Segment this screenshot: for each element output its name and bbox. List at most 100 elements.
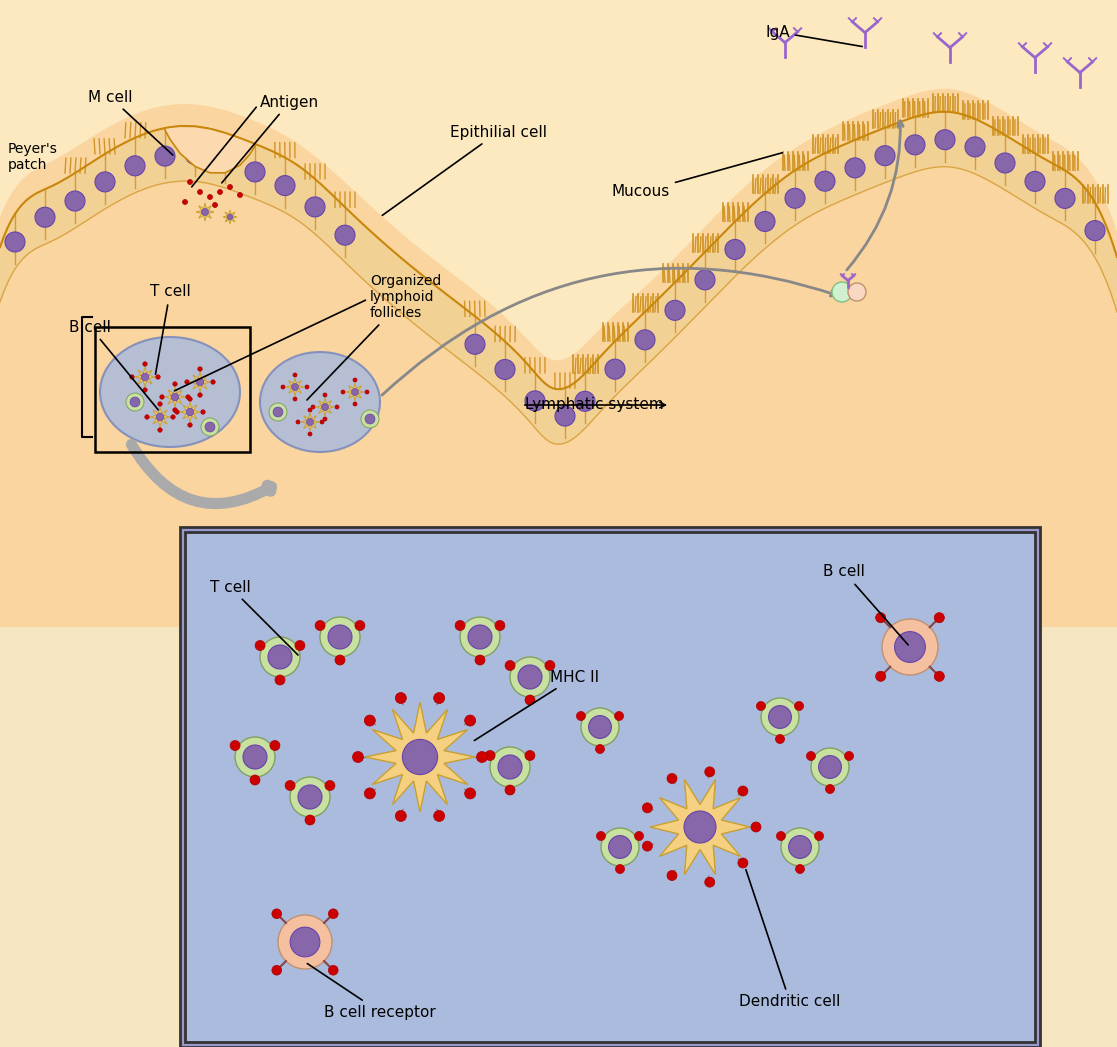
Polygon shape (180, 402, 200, 422)
Circle shape (667, 870, 677, 881)
Circle shape (495, 621, 505, 630)
Circle shape (125, 156, 145, 176)
Circle shape (308, 432, 312, 436)
Circle shape (156, 414, 164, 421)
Circle shape (182, 200, 188, 204)
Circle shape (844, 752, 853, 760)
Circle shape (581, 708, 619, 747)
Circle shape (311, 405, 315, 409)
Circle shape (188, 179, 192, 184)
Polygon shape (650, 779, 750, 874)
Circle shape (844, 158, 865, 178)
Text: MHC II: MHC II (475, 669, 599, 740)
Circle shape (218, 190, 222, 195)
Circle shape (365, 414, 375, 424)
Circle shape (495, 359, 515, 379)
Circle shape (201, 418, 219, 436)
Ellipse shape (260, 352, 380, 452)
Circle shape (576, 712, 585, 720)
Circle shape (1085, 221, 1105, 241)
Circle shape (35, 207, 55, 227)
Circle shape (308, 408, 312, 413)
Circle shape (761, 698, 799, 736)
Circle shape (876, 612, 886, 623)
Circle shape (477, 752, 487, 762)
Polygon shape (346, 383, 364, 401)
Circle shape (198, 190, 202, 195)
Circle shape (811, 748, 849, 786)
Circle shape (315, 621, 325, 630)
Circle shape (905, 135, 925, 155)
Circle shape (328, 909, 338, 918)
Circle shape (785, 188, 805, 208)
Circle shape (605, 359, 626, 379)
Circle shape (825, 784, 834, 794)
Circle shape (756, 701, 765, 711)
Circle shape (250, 775, 260, 785)
Circle shape (475, 655, 485, 665)
Circle shape (245, 162, 265, 182)
Text: Organized
lymphoid
follicles: Organized lymphoid follicles (307, 274, 441, 400)
Circle shape (269, 403, 287, 421)
Circle shape (1025, 172, 1046, 192)
Circle shape (355, 621, 365, 630)
Circle shape (934, 671, 944, 682)
Circle shape (171, 394, 179, 401)
Circle shape (361, 410, 379, 428)
Circle shape (545, 661, 555, 670)
Circle shape (364, 715, 375, 726)
Circle shape (667, 774, 677, 783)
Circle shape (260, 637, 300, 677)
Circle shape (510, 658, 550, 697)
Circle shape (273, 407, 283, 417)
Circle shape (328, 965, 338, 975)
Circle shape (244, 745, 267, 768)
Circle shape (634, 831, 643, 841)
Text: B cell: B cell (823, 564, 908, 645)
Circle shape (490, 747, 529, 787)
Circle shape (278, 915, 332, 970)
Polygon shape (165, 127, 255, 173)
Circle shape (4, 232, 25, 252)
Circle shape (395, 692, 407, 704)
Circle shape (505, 785, 515, 795)
Circle shape (455, 621, 465, 630)
Circle shape (160, 395, 164, 399)
Circle shape (596, 831, 605, 841)
Text: Antigen: Antigen (222, 94, 319, 183)
Circle shape (882, 619, 938, 675)
Circle shape (525, 695, 535, 705)
Circle shape (875, 146, 895, 165)
Circle shape (498, 755, 522, 779)
Circle shape (353, 378, 357, 382)
Circle shape (505, 661, 515, 670)
Circle shape (238, 193, 242, 198)
Circle shape (781, 828, 819, 866)
Circle shape (198, 366, 202, 372)
Circle shape (184, 380, 189, 384)
Circle shape (305, 197, 325, 217)
Circle shape (281, 385, 285, 389)
Circle shape (293, 373, 297, 377)
Polygon shape (195, 203, 214, 221)
Circle shape (95, 172, 115, 192)
Circle shape (206, 422, 214, 432)
Circle shape (306, 419, 314, 425)
Bar (0, 497, 1117, 1047)
Circle shape (171, 415, 175, 419)
Circle shape (341, 389, 345, 394)
Circle shape (705, 766, 715, 777)
Circle shape (322, 403, 328, 410)
Circle shape (465, 788, 476, 799)
Circle shape (323, 393, 327, 397)
Circle shape (305, 385, 309, 389)
Circle shape (634, 330, 655, 350)
Circle shape (271, 965, 281, 975)
Circle shape (126, 393, 144, 411)
Circle shape (614, 712, 623, 720)
Circle shape (268, 645, 292, 669)
Circle shape (157, 402, 162, 406)
Circle shape (402, 739, 438, 775)
Circle shape (755, 211, 775, 231)
Circle shape (296, 420, 300, 424)
